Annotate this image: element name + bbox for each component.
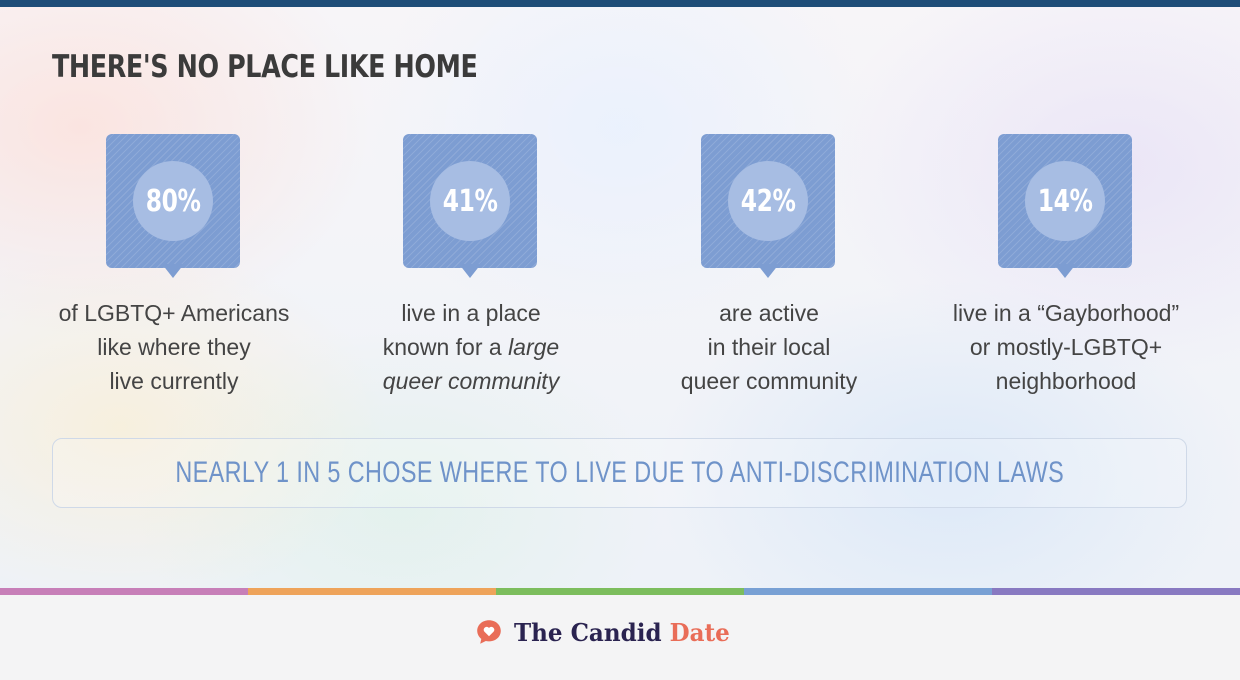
stat-badge: 41% [403, 134, 537, 268]
brand-name-accent: Date [669, 617, 730, 647]
stat-description-line: or mostly-LGBTQ+ [969, 334, 1163, 360]
stat-description-line-2: known for a large [321, 330, 621, 364]
footer: The Candid Date [0, 595, 1240, 680]
color-stripe-blue [744, 588, 992, 595]
page-title: THERE'S NO PLACE LIKE HOME [52, 49, 478, 85]
stat-description: live in a “Gayborhood” or mostly-LGBTQ+ … [916, 296, 1216, 398]
stat-description-line: live in a place [401, 300, 541, 326]
color-stripe-orange [248, 588, 496, 595]
speech-bubble-heart-icon [477, 620, 501, 644]
stat-description: of LGBTQ+ Americans like where they live… [24, 296, 324, 398]
stat-circle: 80% [133, 161, 213, 241]
brand-name: The Candid Date [514, 618, 730, 647]
badge-pointer [162, 264, 184, 278]
stat-value: 14% [1037, 183, 1093, 219]
color-stripe-green [496, 588, 744, 595]
stat-badge: 42% [701, 134, 835, 268]
stat-circle: 42% [728, 161, 808, 241]
stat-card-gayborhood: 14% live in a “Gayborhood” or mostly-LGB… [916, 134, 1216, 404]
stat-description-line: neighborhood [995, 368, 1137, 394]
stat-description: live in a place known for a large queer … [321, 296, 621, 398]
badge-pointer [459, 264, 481, 278]
color-stripe-purple [992, 588, 1240, 595]
stat-description: are active in their local queer communit… [619, 296, 919, 398]
stat-card-like-home: 80% of LGBTQ+ Americans like where they … [24, 134, 324, 404]
stat-value: 42% [740, 183, 796, 219]
stat-circle: 41% [430, 161, 510, 241]
stat-badge: 80% [106, 134, 240, 268]
stat-value: 41% [442, 183, 498, 219]
badge-pointer [1054, 264, 1076, 278]
color-stripe-pink [0, 588, 248, 595]
stat-description-line: live currently [109, 368, 239, 394]
brand-name-main: The Candid [514, 617, 662, 647]
stat-description-line: are active [719, 300, 819, 326]
stat-card-active-community: 42% are active in their local queer comm… [619, 134, 919, 404]
brand-logo: The Candid Date [474, 612, 739, 652]
infographic-panel: THERE'S NO PLACE LIKE HOME 80% of LGBTQ+… [0, 7, 1240, 588]
stat-description-emphasis: large [508, 334, 560, 360]
top-bar [0, 0, 1240, 7]
stat-card-large-queer-community: 41% live in a place known for a large qu… [321, 134, 621, 404]
stat-description-line: live in a “Gayborhood” [952, 300, 1180, 326]
stat-description-emphasis-line: queer community [382, 368, 560, 394]
stat-circle: 14% [1025, 161, 1105, 241]
badge-pointer [757, 264, 779, 278]
stat-value: 80% [145, 183, 201, 219]
stat-description-line: in their local [707, 334, 831, 360]
stat-description-line: queer community [680, 368, 858, 394]
callout-text: NEARLY 1 IN 5 CHOSE WHERE TO LIVE DUE TO… [175, 456, 1064, 489]
stat-description-line: like where they [97, 334, 251, 360]
callout-box: NEARLY 1 IN 5 CHOSE WHERE TO LIVE DUE TO… [52, 438, 1187, 508]
stat-description-text: known for a [382, 334, 502, 360]
stat-description-line: of LGBTQ+ Americans [58, 300, 290, 326]
stat-badge: 14% [998, 134, 1132, 268]
